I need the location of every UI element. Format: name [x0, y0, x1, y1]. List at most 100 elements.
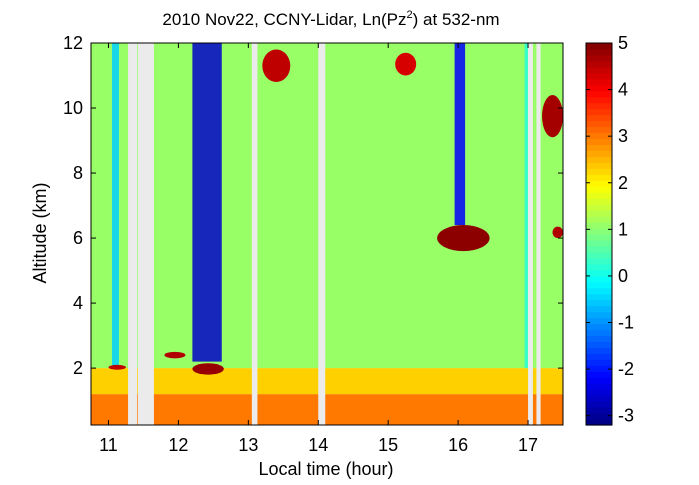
colorbar-segment: [586, 78, 612, 86]
data-gap: [137, 43, 154, 425]
colorbar-segment: [586, 72, 612, 80]
colorbar-segment: [586, 407, 612, 414]
colorbar-segment: [586, 48, 612, 56]
colorbar-segment: [586, 383, 612, 390]
x-tick-label: 12: [168, 435, 188, 455]
colorbar-segment: [586, 102, 612, 110]
plot-frame: [90, 42, 564, 426]
colorbar-segment: [586, 263, 612, 271]
colorbar-tick-label: 0: [618, 266, 628, 286]
colorbar-segment: [586, 419, 612, 426]
colorbar-tick-label: 4: [618, 80, 628, 100]
attenuated-signal-column: [192, 43, 222, 362]
data-gap: [536, 43, 541, 425]
attenuated-signal-column: [524, 43, 529, 369]
y-axis-label: Altitude (km): [30, 182, 50, 283]
colorbar-segment: [586, 156, 612, 163]
colorbar-segment: [586, 114, 612, 122]
colorbar-segment: [586, 228, 612, 235]
cirrus-feature: [262, 49, 291, 83]
colorbar: -3 -2 -1 0 1 2 3 4 5: [585, 33, 634, 426]
colorbar-segment: [586, 84, 612, 92]
colorbar-segment: [586, 353, 612, 360]
x-tick-label: 17: [518, 435, 538, 455]
colorbar-segment: [586, 192, 612, 199]
colorbar-segment: [586, 210, 612, 217]
y-tick-label: 2: [73, 358, 83, 378]
cirrus-feature: [395, 52, 417, 76]
colorbar-tick-label: -1: [618, 313, 634, 333]
colorbar-segment: [586, 395, 612, 402]
colorbar-segment: [586, 317, 612, 325]
colorbar-tick-label: 2: [618, 173, 628, 193]
transition-zone-layer: [91, 368, 563, 395]
data-gap: [251, 43, 258, 425]
colorbar-segment: [586, 168, 612, 175]
free-troposphere-layer: [91, 43, 563, 369]
colorbar-segment: [586, 132, 612, 140]
colorbar-segment: [586, 222, 612, 229]
colorbar-tick-label: 3: [618, 126, 628, 146]
attenuated-signal-column: [111, 43, 119, 369]
title-suffix: ) at 532-nm: [413, 10, 500, 29]
colorbar-segment: [586, 371, 612, 378]
colorbar-segment: [586, 299, 612, 307]
colorbar-segment: [586, 359, 612, 366]
colorbar-segment: [586, 54, 612, 62]
colorbar-segment: [586, 347, 612, 354]
colorbar-segment: [586, 120, 612, 128]
plot-area: [91, 43, 563, 425]
data-gap: [318, 43, 326, 425]
data-gap: [128, 43, 138, 425]
colorbar-segment: [586, 126, 612, 134]
data-gap: [528, 43, 533, 425]
title-prefix: 2010 Nov22, CCNY-Lidar, Ln(Pz: [162, 10, 406, 29]
title-superscript: 2: [407, 9, 413, 21]
y-tick-label: 8: [73, 163, 83, 183]
cloud-near-2.4-km-feature: [164, 351, 186, 359]
chart-title: 2010 Nov22, CCNY-Lidar, Ln(Pz2) at 532-n…: [162, 9, 499, 29]
colorbar-tick-label: -3: [618, 406, 634, 426]
colorbar-segment: [586, 281, 612, 289]
colorbar-segment: [586, 341, 612, 349]
axes: 11 12 13 14 15 16 17 2 4 6 8 10 12: [63, 33, 564, 455]
colorbar-segment: [586, 401, 612, 408]
colorbar-segment: [586, 138, 612, 146]
x-axis-label: Local time (hour): [258, 459, 393, 479]
colorbar-segment: [586, 305, 612, 313]
x-tick-label: 13: [238, 435, 258, 455]
colorbar-segment: [586, 186, 612, 193]
cloud-near-6-km-feature: [552, 226, 563, 239]
colorbar-segment: [586, 311, 612, 319]
colorbar-segment: [586, 323, 612, 331]
colorbar-segment: [586, 365, 612, 372]
colorbar-segment: [586, 245, 612, 253]
colorbar-segment: [586, 150, 612, 158]
cloud-near-2-km-feature: [192, 363, 224, 375]
colorbar-segment: [586, 257, 612, 265]
colorbar-tick-label: 1: [618, 219, 628, 239]
colorbar-tick-label: -2: [618, 359, 634, 379]
x-tick-label: 16: [448, 435, 468, 455]
x-tick-label: 15: [378, 435, 398, 455]
y-tick-label: 4: [73, 293, 83, 313]
colorbar-segment: [586, 180, 612, 187]
colorbar-segment: [586, 234, 612, 241]
colorbar-segment: [586, 90, 612, 98]
colorbar-segment: [586, 275, 612, 283]
colorbar-tick-label: 5: [618, 33, 628, 53]
colorbar-segment: [586, 251, 612, 259]
colorbar-segment: [586, 329, 612, 337]
colorbar-segment: [586, 66, 612, 74]
colorbar-segment: [586, 96, 612, 104]
colorbar-segment: [586, 144, 612, 152]
colorbar-segment: [586, 413, 612, 420]
x-tick-label: 14: [308, 435, 328, 455]
colorbar-segment: [586, 216, 612, 223]
colorbar-segment: [586, 389, 612, 396]
colorbar-segment: [586, 204, 612, 211]
y-tick-label: 6: [73, 228, 83, 248]
boundary-layer-layer: [91, 394, 563, 425]
colorbar-segment: [586, 239, 612, 247]
colorbar-segment: [586, 162, 612, 169]
